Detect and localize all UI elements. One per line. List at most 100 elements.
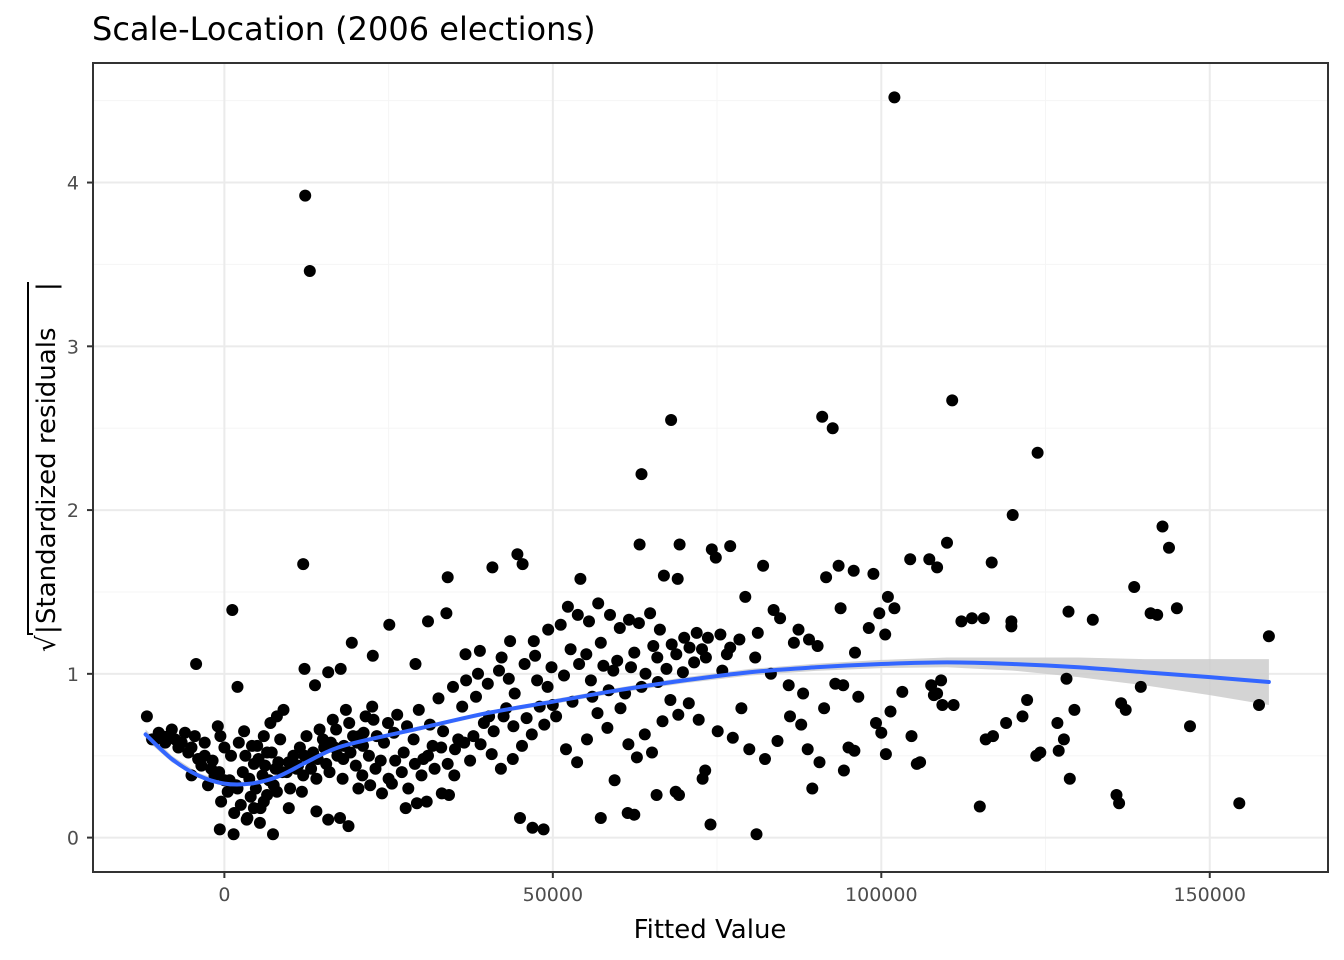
data-point: [282, 756, 295, 769]
data-point: [832, 559, 845, 572]
data-point: [676, 666, 689, 679]
data-point: [538, 718, 551, 731]
data-point: [376, 787, 388, 800]
data-point: [726, 731, 739, 744]
x-tick-label: 150000: [1173, 884, 1246, 906]
data-point: [724, 540, 737, 553]
data-point: [1005, 620, 1018, 633]
data-point: [583, 615, 595, 628]
data-point: [310, 805, 323, 818]
data-point: [437, 725, 450, 738]
data-point: [656, 715, 669, 728]
data-point: [175, 736, 188, 749]
data-point: [179, 726, 191, 739]
data-point: [460, 674, 473, 687]
data-point: [486, 561, 499, 574]
data-point: [326, 713, 339, 726]
data-point: [228, 807, 241, 819]
data-point: [594, 636, 607, 649]
data-point: [239, 749, 252, 762]
data-point: [508, 687, 521, 700]
data-point: [669, 785, 682, 798]
panel-border: [92, 62, 1329, 873]
data-point: [422, 615, 434, 628]
data-point: [226, 604, 239, 616]
data-point: [516, 739, 528, 752]
data-point: [516, 558, 529, 571]
data-point: [601, 721, 614, 734]
data-point: [750, 828, 763, 841]
data-point: [474, 738, 487, 751]
data-point: [884, 705, 897, 718]
data-point: [947, 699, 960, 711]
data-point: [395, 766, 408, 779]
data-point: [322, 813, 335, 826]
data-point: [1000, 717, 1013, 729]
data-point: [664, 694, 677, 706]
data-point: [231, 680, 244, 693]
data-point: [382, 772, 395, 785]
data-point: [1016, 710, 1029, 723]
data-point: [272, 756, 285, 769]
data-point: [300, 730, 313, 743]
data-point: [941, 536, 953, 549]
data-point: [564, 643, 577, 656]
data-point: [382, 717, 394, 729]
data-point: [771, 735, 784, 747]
data-point: [820, 571, 833, 584]
y-axis-title-abs-left: |: [32, 625, 62, 634]
data-point: [751, 626, 764, 639]
data-point: [493, 664, 505, 677]
y-tick-label: 0: [67, 828, 79, 850]
data-point: [646, 746, 658, 759]
data-point: [215, 795, 228, 808]
data-point: [592, 597, 605, 610]
x-tick-label: 100000: [845, 884, 918, 906]
data-point: [653, 623, 666, 636]
data-point: [925, 679, 938, 692]
data-point: [190, 658, 203, 670]
data-point: [597, 659, 610, 672]
data-point: [782, 679, 795, 692]
data-point: [487, 725, 500, 738]
data-point: [525, 728, 538, 741]
data-point: [241, 812, 254, 824]
data-point: [1184, 720, 1196, 733]
data-point: [914, 756, 927, 769]
data-point: [420, 795, 433, 808]
data-point: [1030, 749, 1043, 762]
data-point: [1262, 630, 1275, 643]
data-point: [297, 769, 310, 782]
data-point: [873, 607, 886, 620]
data-point: [650, 789, 663, 801]
data-point: [408, 757, 421, 770]
data-point: [428, 762, 441, 775]
data-point: [441, 757, 454, 770]
data-point: [904, 553, 917, 566]
data-point: [225, 749, 237, 762]
data-point: [604, 608, 616, 621]
data-point: [818, 702, 831, 715]
x-axis: 0 50000 100000 150000: [218, 872, 1246, 906]
plot-panel: [93, 63, 1328, 872]
data-point: [407, 733, 420, 746]
data-point: [711, 725, 724, 738]
data-point: [704, 818, 717, 831]
data-point: [735, 702, 748, 715]
data-point: [581, 733, 593, 746]
data-point: [238, 725, 251, 738]
data-point: [227, 828, 240, 841]
data-point: [638, 728, 651, 741]
data-point: [449, 743, 461, 756]
data-point: [651, 651, 664, 664]
data-point: [739, 590, 752, 603]
data-point: [670, 648, 683, 661]
data-point: [440, 607, 453, 620]
data-point: [254, 802, 267, 815]
data-point: [660, 662, 673, 675]
data-point: [979, 733, 992, 746]
data-point: [356, 769, 369, 782]
data-point: [1128, 581, 1141, 593]
data-point: [1134, 680, 1147, 693]
